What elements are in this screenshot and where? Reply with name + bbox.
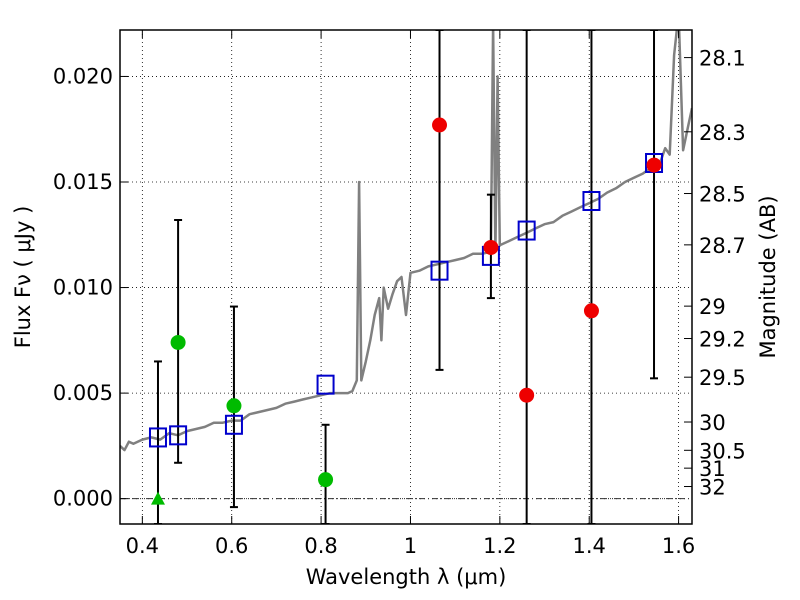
mag-tick-label: 28.7 <box>699 234 746 258</box>
mag-tick-label: 30.5 <box>699 439 746 463</box>
markers <box>148 117 664 505</box>
x-axis-label: Wavelength λ (μm) <box>306 565 507 589</box>
model-square-marker <box>430 260 449 281</box>
mag-tick-label: 32 <box>699 476 726 500</box>
y-tick-label: 0.010 <box>53 276 113 300</box>
mag-tick-label: 29.2 <box>699 328 746 352</box>
spectrum-series <box>120 30 692 452</box>
y-tick-label: 0.015 <box>53 170 113 194</box>
spectrum-line <box>120 30 692 452</box>
x-tick-label: 0.4 <box>126 534 159 558</box>
data-point-marker <box>519 387 535 403</box>
mag-tick-label: 28.3 <box>699 121 746 145</box>
data-point-marker <box>170 334 186 350</box>
mag-tick-label: 31 <box>699 457 726 481</box>
x-tick-label: 0.6 <box>215 534 248 558</box>
model-square-marker <box>169 425 188 446</box>
mag-tick-label: 28.5 <box>699 183 746 207</box>
y-axis-label: Flux Fν ( μJy ) <box>11 206 35 349</box>
model-square-marker <box>224 414 243 435</box>
y-tick-label: 0.020 <box>53 64 113 88</box>
plot-frame <box>119 29 693 525</box>
y-tick-label: 0.000 <box>53 487 113 511</box>
data-point-marker <box>226 398 242 414</box>
model-square-marker <box>582 191 601 211</box>
grid <box>120 30 692 524</box>
mag-tick-label: 29.5 <box>699 366 746 390</box>
upper-limit-marker <box>150 491 165 505</box>
y-axis-right-label: Magnitude (AB) <box>756 195 780 358</box>
model-square-marker <box>316 374 335 395</box>
data-point-marker <box>432 117 448 133</box>
data-point-marker <box>583 303 599 319</box>
mag-tick-label: 29 <box>699 295 726 319</box>
data-point-marker <box>318 472 334 488</box>
x-tick-label: 1.2 <box>483 534 516 558</box>
x-tick-label: 1.6 <box>662 534 695 558</box>
x-tick-label: 1 <box>404 534 417 558</box>
model-square-marker <box>517 220 536 241</box>
x-tick-label: 1.4 <box>573 534 606 558</box>
error-bars <box>153 30 659 524</box>
ticks: 0.4 0.6 0.8 1 1.2 1.4 1.6 0.000 0.005 0.010 0.015 0… <box>53 30 746 558</box>
data-point-marker <box>646 157 662 173</box>
model-square-marker <box>148 427 167 448</box>
plot-background <box>120 30 692 524</box>
x-tick-label: 0.8 <box>304 534 337 558</box>
mag-tick-label: 28.1 <box>699 47 746 71</box>
y-tick-label: 0.005 <box>53 381 113 405</box>
mag-tick-label: 30 <box>699 411 726 435</box>
data-point-marker <box>483 239 499 255</box>
